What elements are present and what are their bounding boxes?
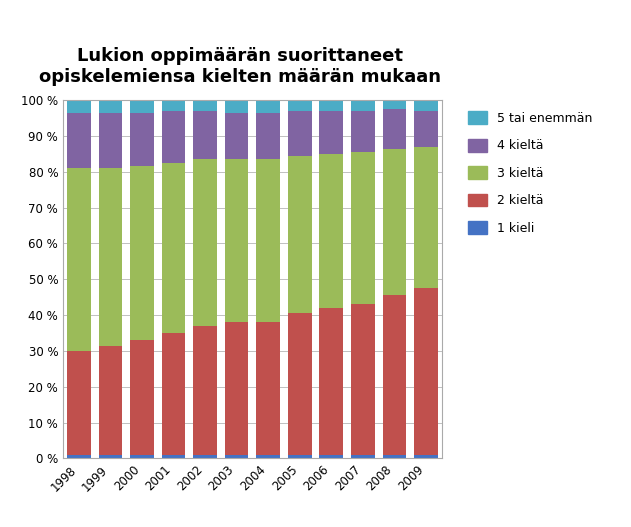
Text: Lukion oppimäärän suorittaneet
opiskelemiensa kielten määrän mukaan: Lukion oppimäärän suorittaneet opiskelem… xyxy=(38,47,441,86)
Bar xyxy=(288,100,312,111)
Bar xyxy=(256,455,280,458)
Bar xyxy=(288,455,312,458)
Bar xyxy=(67,113,91,168)
Bar xyxy=(319,455,343,458)
Bar xyxy=(98,346,122,455)
Bar xyxy=(382,455,406,458)
Bar xyxy=(130,100,154,113)
Bar xyxy=(162,455,186,458)
Bar xyxy=(130,340,154,455)
Bar xyxy=(319,100,343,111)
Bar xyxy=(162,111,186,163)
Bar xyxy=(130,167,154,340)
Bar xyxy=(193,455,217,458)
Bar xyxy=(414,147,438,288)
Bar xyxy=(288,111,312,155)
Bar xyxy=(382,149,406,296)
Bar xyxy=(98,113,122,168)
Bar xyxy=(98,455,122,458)
Bar xyxy=(130,455,154,458)
Bar xyxy=(193,326,217,455)
Bar xyxy=(193,111,217,159)
Bar xyxy=(67,168,91,351)
Bar xyxy=(351,152,375,305)
Bar xyxy=(256,159,280,323)
Bar xyxy=(319,308,343,455)
Bar xyxy=(225,455,249,458)
Bar xyxy=(162,163,186,333)
Bar xyxy=(162,100,186,111)
Bar xyxy=(414,288,438,455)
Legend: 5 tai enemmän, 4 kieltä, 3 kieltä, 2 kieltä, 1 kieli: 5 tai enemmän, 4 kieltä, 3 kieltä, 2 kie… xyxy=(463,106,597,239)
Bar xyxy=(351,111,375,152)
Bar xyxy=(319,154,343,308)
Bar xyxy=(382,109,406,149)
Bar xyxy=(351,455,375,458)
Bar xyxy=(256,113,280,159)
Bar xyxy=(130,113,154,167)
Bar xyxy=(193,159,217,326)
Bar xyxy=(414,111,438,147)
Bar xyxy=(256,100,280,113)
Bar xyxy=(382,296,406,455)
Bar xyxy=(288,314,312,455)
Bar xyxy=(225,159,249,323)
Bar xyxy=(98,168,122,346)
Bar xyxy=(319,111,343,154)
Bar xyxy=(225,323,249,455)
Bar xyxy=(67,351,91,455)
Bar xyxy=(225,100,249,113)
Bar xyxy=(67,455,91,458)
Bar xyxy=(288,155,312,314)
Bar xyxy=(351,100,375,111)
Bar xyxy=(67,100,91,113)
Bar xyxy=(98,100,122,113)
Bar xyxy=(225,113,249,159)
Bar xyxy=(414,100,438,111)
Bar xyxy=(193,100,217,111)
Bar xyxy=(351,305,375,455)
Bar xyxy=(382,100,406,109)
Bar xyxy=(414,455,438,458)
Bar xyxy=(162,333,186,455)
Bar xyxy=(256,323,280,455)
